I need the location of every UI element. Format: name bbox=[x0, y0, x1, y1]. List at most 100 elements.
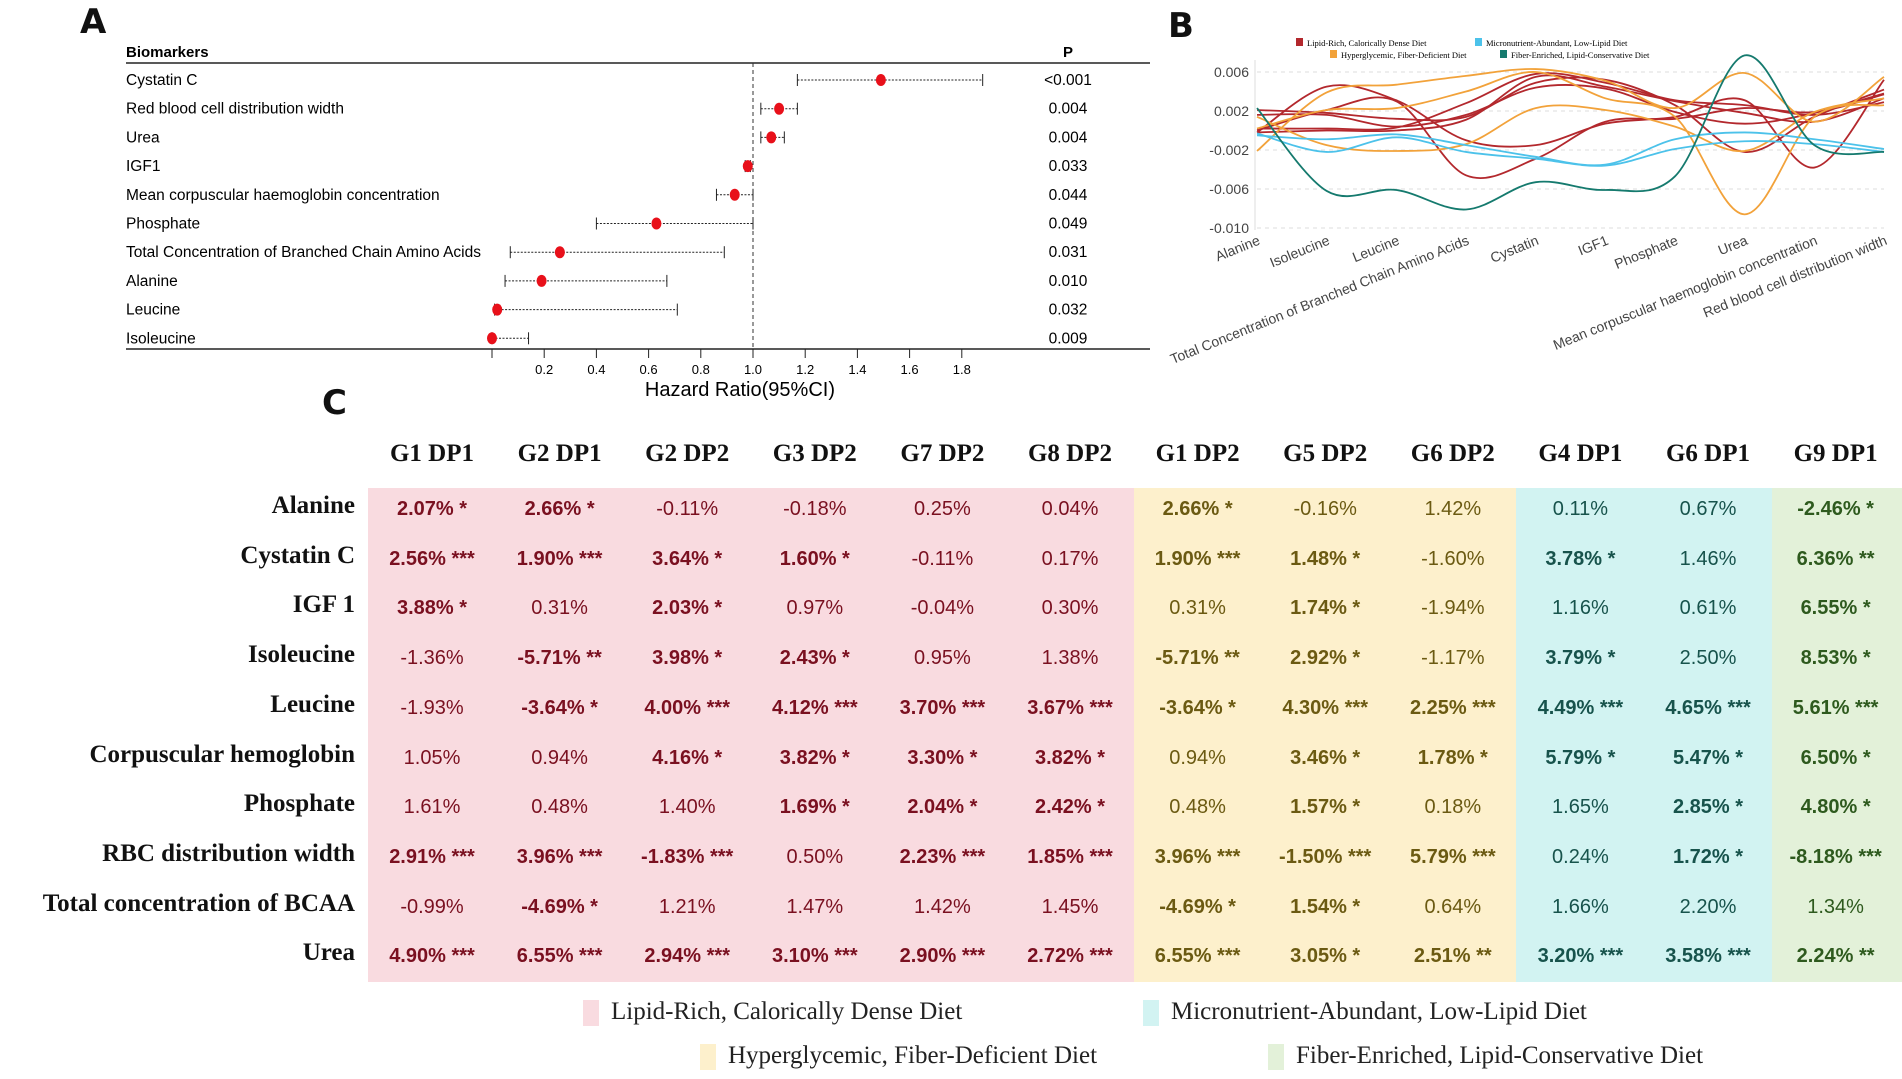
p-value: 0.004 bbox=[1049, 129, 1088, 146]
series-line bbox=[1256, 54, 1885, 211]
row-label: Alanine bbox=[126, 273, 178, 290]
group-band bbox=[368, 488, 1134, 982]
table-cell: -0.11% bbox=[911, 547, 974, 570]
table-cell: 3.70% *** bbox=[899, 696, 986, 719]
table-cell: 2.66% * bbox=[1162, 498, 1233, 520]
table-cell: -1.83% *** bbox=[641, 845, 734, 868]
group-band bbox=[1516, 488, 1772, 982]
hazard-ratio-point bbox=[729, 188, 740, 201]
forest-plot: Biomarkers P Cystatin C <0.001 Red blood cel… bbox=[126, 44, 1150, 400]
table-cell: 1.90% *** bbox=[1154, 547, 1241, 570]
row-label: Leucine bbox=[270, 690, 355, 718]
table-cell: 1.48% * bbox=[1290, 547, 1361, 570]
panel-label-b: B bbox=[1168, 6, 1194, 46]
x-tick-label: 1.0 bbox=[744, 362, 762, 377]
column-header: G9 DP1 bbox=[1793, 440, 1878, 467]
table-cell: -3.64% * bbox=[1159, 696, 1236, 719]
table-cell: 1.69% * bbox=[779, 796, 850, 819]
table-cell: 3.20% *** bbox=[1537, 945, 1624, 968]
x-tick-label: Alanine bbox=[1213, 232, 1262, 264]
table-cell: 1.21% bbox=[658, 895, 716, 918]
table-cell: 6.55% * bbox=[1800, 597, 1871, 620]
table-cell: 5.79% * bbox=[1545, 746, 1616, 769]
table-cell: -5.71% ** bbox=[1155, 647, 1240, 670]
table-cell: -0.11% bbox=[656, 498, 719, 520]
legend-item: Hyperglycemic, Fiber-Deficient Diet bbox=[700, 1042, 1097, 1071]
x-tick-label: 1.8 bbox=[953, 362, 971, 377]
header-biomarkers: Biomarkers bbox=[126, 44, 209, 61]
column-header: G4 DP1 bbox=[1538, 440, 1623, 467]
legend-swatch bbox=[1475, 38, 1482, 46]
table-cell: 1.40% bbox=[658, 796, 716, 819]
row-label: Isoleucine bbox=[248, 641, 355, 669]
legend-label: Lipid-Rich, Calorically Dense Diet bbox=[611, 998, 963, 1025]
table-cell: 0.97% bbox=[786, 597, 844, 620]
x-axis-title: Hazard Ratio(95%CI) bbox=[645, 379, 835, 400]
series-line bbox=[1256, 79, 1885, 169]
legend-swatch bbox=[1296, 38, 1303, 46]
table-cell: -2.46% * bbox=[1797, 498, 1874, 520]
table-cell: 0.67% bbox=[1679, 498, 1737, 520]
table-cell: -1.93% bbox=[400, 696, 464, 719]
p-value: 0.031 bbox=[1049, 244, 1088, 261]
legend-label: Hyperglycemic, Fiber-Deficient Diet bbox=[1341, 50, 1467, 60]
table-cell: 3.10% *** bbox=[771, 945, 858, 968]
table-cell: 0.48% bbox=[531, 796, 588, 819]
table-cell: -5.71% ** bbox=[517, 647, 602, 670]
row-label: Phosphate bbox=[126, 216, 200, 233]
table-cell: 1.66% bbox=[1552, 895, 1609, 918]
row-label: Urea bbox=[302, 939, 355, 967]
hazard-ratio-point bbox=[554, 246, 565, 259]
table-cell: 0.64% bbox=[1424, 895, 1482, 918]
p-value: 0.032 bbox=[1049, 302, 1088, 319]
table-cell: 3.05% * bbox=[1290, 945, 1361, 968]
column-header: G5 DP2 bbox=[1283, 440, 1368, 467]
legend-item: Lipid-Rich, Calorically Dense Diet bbox=[583, 998, 963, 1027]
row-label: Corpuscular hemoglobin bbox=[89, 740, 355, 768]
table-cell: 4.12% *** bbox=[771, 696, 858, 719]
table-cell: 3.64% * bbox=[652, 547, 723, 570]
hazard-ratio-point bbox=[766, 131, 777, 144]
table-cell: 0.48% bbox=[1169, 796, 1226, 819]
y-tick-label: 0.006 bbox=[1214, 64, 1249, 80]
table-cell: -0.99% bbox=[400, 895, 464, 918]
row-label: IGF1 bbox=[126, 158, 160, 175]
group-band bbox=[1133, 488, 1517, 982]
x-tick-label: 0.4 bbox=[587, 362, 605, 377]
table-cell: -8.18% *** bbox=[1789, 845, 1882, 868]
table-cell: 2.04% * bbox=[907, 796, 978, 819]
row-label: Red blood cell distribution width bbox=[126, 101, 344, 118]
table-cell: -0.18% bbox=[783, 498, 847, 520]
table-cell: 3.96% *** bbox=[516, 845, 603, 868]
table-cell: 0.18% bbox=[1424, 796, 1482, 819]
x-tick-label: 1.4 bbox=[848, 362, 866, 377]
table-cell: 5.47% * bbox=[1672, 746, 1744, 769]
p-value: 0.044 bbox=[1049, 187, 1088, 204]
table-cell: 0.95% bbox=[914, 647, 971, 670]
table-cell: 1.60% * bbox=[779, 547, 850, 570]
table-cell: 2.42% * bbox=[1034, 796, 1106, 819]
table-cell: 1.74% * bbox=[1290, 597, 1361, 620]
column-header: G6 DP2 bbox=[1410, 440, 1495, 467]
row-label: Cystatin C bbox=[240, 541, 355, 569]
table-cell: 3.79% * bbox=[1545, 647, 1616, 670]
hazard-ratio-point bbox=[487, 332, 497, 345]
table-cell: 3.46% * bbox=[1290, 746, 1361, 769]
table-cell: 4.65% *** bbox=[1665, 696, 1751, 719]
table-cell: 2.51% ** bbox=[1413, 945, 1492, 968]
series-line bbox=[1256, 72, 1885, 131]
group-band bbox=[1771, 488, 1902, 982]
p-value: 0.049 bbox=[1049, 216, 1088, 233]
legend-label: Micronutrient-Abundant, Low-Lipid Diet bbox=[1171, 998, 1587, 1025]
p-value: <0.001 bbox=[1044, 72, 1092, 89]
y-tick-label: -0.010 bbox=[1209, 220, 1249, 236]
row-label: Isoleucine bbox=[126, 330, 196, 347]
table-cell: 0.11% bbox=[1552, 498, 1608, 520]
table-cell: 4.80% * bbox=[1800, 796, 1871, 819]
table-cell: 1.72% * bbox=[1672, 845, 1744, 868]
table-cell: 2.85% * bbox=[1672, 796, 1744, 819]
table-cell: 2.50% bbox=[1679, 647, 1737, 670]
hazard-ratio-point bbox=[875, 74, 886, 86]
table-cell: 2.23% *** bbox=[899, 845, 986, 868]
